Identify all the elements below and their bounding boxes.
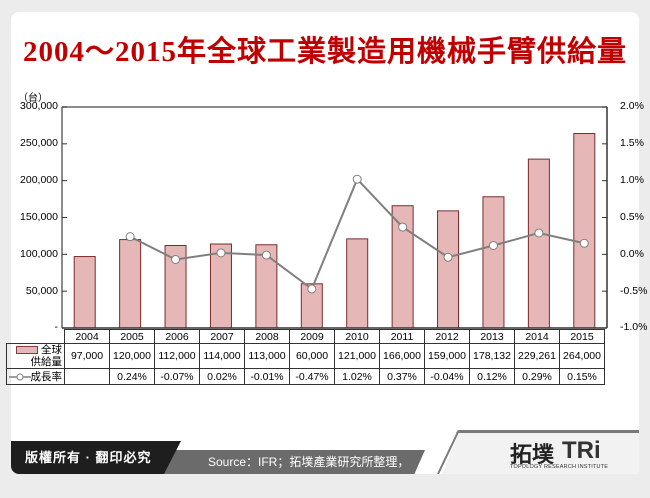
y-left-tick: 50,000: [25, 285, 58, 297]
year-cell: 2012: [424, 329, 470, 344]
growth-point: [125, 232, 135, 242]
supply-bar: [527, 158, 550, 329]
growth-legend: 成長率: [6, 368, 65, 385]
year-cell: 2006: [154, 329, 200, 344]
year-cell: 2010: [334, 329, 380, 344]
supply-cell: 121,000: [334, 343, 380, 369]
year-row: 2004 2005 2006 2007 2008 2009 2010 2011 …: [7, 329, 605, 344]
y-right-tick: 2.0%: [620, 100, 644, 112]
y-right-tick: 0.0%: [620, 248, 644, 260]
growth-cell: 0.12%: [469, 368, 515, 385]
growth-cell: -0.07%: [154, 368, 200, 385]
supply-cell: 166,000: [379, 343, 425, 369]
year-cell: 2005: [109, 329, 155, 344]
year-cell: 2014: [514, 329, 560, 344]
year-cell: 2007: [199, 329, 245, 344]
tri-logo: 拓墣 TRi TOPOLOGY RESEARCH INSTITUTE: [510, 437, 630, 471]
y-left-tick: 300,000: [20, 100, 58, 112]
copyright-note: 版權所有 · 翻印必究: [11, 441, 181, 474]
supply-bar: [437, 210, 460, 329]
source-note: Source：IFR；拓墣產業研究所整理，2016/09: [160, 450, 425, 474]
supply-label-1: 全球: [41, 344, 62, 356]
growth-label: 成長率: [30, 371, 63, 383]
growth-point: [352, 174, 362, 184]
growth-point: [261, 250, 271, 260]
growth-cell: 1.02%: [334, 368, 380, 385]
y-left-tick: -: [54, 321, 59, 333]
y-axis-unit-label: （台）: [18, 93, 48, 104]
growth-cell: -0.01%: [244, 368, 290, 385]
supply-bar: [73, 256, 96, 329]
supply-bar: [119, 239, 142, 329]
growth-point: [398, 222, 408, 232]
growth-point: [488, 240, 498, 250]
growth-cell: 0.15%: [559, 368, 605, 385]
supply-cell: 112,000: [154, 343, 200, 369]
growth-point: [579, 238, 589, 248]
supply-cell: 229,261: [514, 343, 560, 369]
logo-subtitle: TOPOLOGY RESEARCH INSTITUTE: [510, 464, 609, 470]
chart-title: 2004～2015年全球工業製造用機械手臂供給量: [22, 36, 627, 68]
data-table: 2004 2005 2006 2007 2008 2009 2010 2011 …: [6, 329, 605, 385]
y-left-tick: 150,000: [20, 211, 58, 223]
y-left-tick: 200,000: [20, 174, 58, 186]
growth-cell: 0.02%: [199, 368, 245, 385]
growth-cell: -0.47%: [289, 368, 335, 385]
y-right-tick: -1.0%: [620, 321, 648, 333]
supply-bars: [73, 133, 596, 329]
supply-bar: [346, 238, 369, 329]
supply-cell: 113,000: [244, 343, 290, 369]
growth-cell: 0.29%: [514, 368, 560, 385]
supply-cell: 60,000: [289, 343, 335, 369]
growth-cell: 0.37%: [379, 368, 425, 385]
supply-cell: 97,000: [64, 343, 110, 369]
logo-tri: TRi: [562, 437, 601, 464]
supply-label-2: 供給量: [30, 356, 63, 368]
supply-cell: 114,000: [199, 343, 245, 369]
growth-row: 成長率 0.24% -0.07% 0.02% -0.01% -0.47% 1.0…: [6, 368, 605, 385]
supply-legend: 全球 供給量: [6, 343, 65, 369]
year-cell: 2013: [469, 329, 515, 344]
year-cell: 2009: [289, 329, 335, 344]
year-cell: 2011: [379, 329, 425, 344]
y-left-tick: 250,000: [20, 137, 58, 149]
year-cell: 2004: [64, 329, 110, 344]
supply-cell: 178,132: [469, 343, 515, 369]
growth-point: [171, 254, 181, 264]
supply-cell: 159,000: [424, 343, 470, 369]
growth-cell: [64, 368, 110, 385]
year-cell: 2008: [244, 329, 290, 344]
y-right-tick: 0.5%: [620, 211, 644, 223]
growth-point: [443, 252, 453, 262]
growth-point: [534, 228, 544, 238]
logo-cn: 拓墣: [510, 442, 555, 468]
y-right-tick: 1.0%: [620, 174, 644, 186]
supply-bar: [482, 196, 505, 329]
supply-cell: 264,000: [559, 343, 605, 369]
bar-legend-swatch-icon: [16, 346, 38, 355]
supply-cell: 120,000: [109, 343, 155, 369]
growth-cell: 0.24%: [109, 368, 155, 385]
y-right-tick: -0.5%: [620, 285, 648, 297]
y-right-tick: 1.5%: [620, 137, 644, 149]
growth-point: [216, 248, 226, 258]
year-cell: 2015: [559, 329, 605, 344]
growth-point: [307, 284, 317, 294]
footer-logo-panel: [437, 430, 639, 474]
supply-bar: [573, 133, 596, 329]
growth-cell: -0.04%: [424, 368, 470, 385]
line-legend-marker-icon: [8, 373, 31, 381]
plot-area: [61, 106, 608, 329]
growth-line: [125, 174, 589, 294]
supply-row: 全球 供給量 97,000 120,000 112,000 114,000 11…: [6, 343, 605, 369]
y-left-tick: 100,000: [20, 248, 58, 260]
